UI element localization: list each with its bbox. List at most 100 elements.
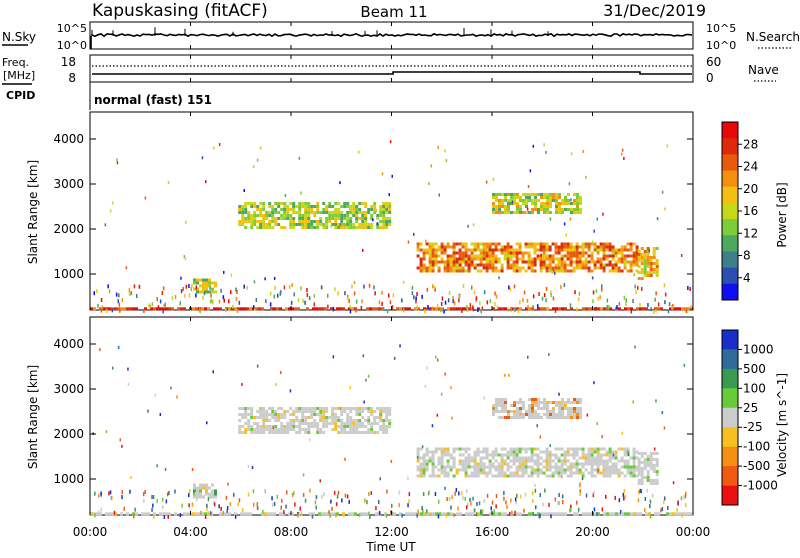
echo-cell — [663, 500, 665, 505]
echo-cell — [262, 223, 266, 226]
echo-cell — [428, 254, 432, 258]
echo-cell — [540, 416, 543, 419]
echo-cell — [640, 470, 644, 473]
echo-cell — [432, 284, 434, 289]
echo-cell — [522, 202, 525, 205]
echo-cell — [590, 269, 594, 273]
echo-cell — [657, 512, 660, 516]
echo-cell — [576, 401, 579, 404]
echo-cell — [539, 450, 543, 454]
echo-cell — [399, 344, 401, 348]
echo-cell — [491, 465, 495, 469]
echo-cell — [542, 242, 546, 246]
echo-cell — [567, 199, 570, 202]
echo-cell — [557, 263, 561, 267]
colorbar-tick-label: -100 — [743, 440, 770, 454]
echo-cell — [635, 465, 639, 469]
echo-cell — [334, 220, 338, 223]
echo-cell — [548, 474, 552, 478]
echo-cell — [259, 226, 263, 229]
echo-cell — [524, 459, 528, 463]
echo-cell — [557, 257, 561, 261]
echo-cell — [550, 290, 552, 295]
echo-cell — [581, 450, 585, 454]
echo-cell — [334, 428, 338, 431]
echo-cell — [536, 474, 540, 478]
echo-cell — [584, 251, 588, 255]
echo-cell — [500, 269, 504, 273]
colorbar-tick-label: 20 — [743, 182, 758, 196]
echo-cell — [288, 512, 291, 516]
echo-cell — [343, 223, 347, 226]
echo-cell — [587, 254, 591, 258]
echo-cell — [620, 510, 622, 514]
echo-cell — [528, 199, 531, 202]
echo-cell — [289, 419, 293, 422]
echo-cell — [316, 407, 320, 410]
echo-cell — [379, 419, 383, 422]
echo-cell — [461, 462, 465, 466]
echo-cell — [162, 512, 165, 516]
echo-cell — [528, 398, 531, 401]
echo-cell — [301, 419, 305, 422]
echo-cell — [468, 307, 471, 311]
echo-cell — [201, 512, 204, 516]
echo-cell — [566, 254, 570, 258]
echo-cell — [507, 416, 510, 419]
echo-cell — [355, 422, 359, 425]
echo-cell — [283, 425, 287, 428]
echo-cell — [491, 500, 494, 505]
echo-cell — [563, 245, 567, 249]
echo-cell — [337, 407, 341, 410]
echo-cell — [525, 199, 528, 202]
echo-cell — [375, 209, 378, 212]
echo-cell — [458, 459, 462, 463]
echo-cell — [672, 512, 675, 516]
echo-cell — [603, 307, 606, 311]
echo-cell — [602, 453, 606, 457]
echo-cell — [629, 468, 633, 472]
echo-cell — [560, 263, 564, 267]
echo-cell — [416, 292, 418, 297]
echo-cell — [582, 307, 585, 311]
echo-cell — [488, 468, 492, 472]
echo-cell — [569, 468, 573, 472]
echo-cell — [494, 245, 498, 249]
echo-cell — [367, 410, 371, 413]
echo-cell — [590, 260, 594, 264]
echo-cell — [563, 453, 567, 457]
echo-cell — [455, 447, 459, 451]
echo-cell — [385, 431, 389, 434]
echo-cell — [452, 447, 456, 451]
echo-cell — [244, 211, 248, 214]
echo-cell — [318, 307, 321, 311]
echo-cell — [244, 410, 248, 413]
echo-cell — [492, 202, 495, 205]
echo-cell — [620, 269, 624, 273]
echo-cell — [546, 202, 549, 205]
echo-cell — [216, 307, 219, 311]
echo-cell — [590, 474, 594, 478]
echo-cell — [545, 263, 549, 267]
echo-cell — [555, 211, 558, 214]
echo-cell — [247, 492, 250, 497]
echo-cell — [624, 307, 627, 311]
echo-cell — [546, 193, 549, 196]
echo-cell — [364, 226, 368, 229]
echo-cell — [623, 245, 627, 249]
echo-cell — [554, 471, 558, 475]
echo-cell — [479, 462, 483, 466]
echo-cell — [151, 302, 154, 307]
echo-cell — [479, 251, 483, 255]
echo-cell — [548, 502, 550, 507]
echo-cell — [509, 248, 513, 252]
echo-cell — [421, 294, 423, 299]
echo-cell — [205, 180, 207, 184]
echo-cell — [407, 503, 409, 508]
echo-cell — [352, 431, 356, 434]
echo-cell — [180, 289, 183, 294]
echo-cell — [649, 268, 653, 271]
echo-cell — [382, 223, 386, 226]
echo-cell — [620, 456, 624, 460]
colorbar-frame — [721, 329, 739, 506]
